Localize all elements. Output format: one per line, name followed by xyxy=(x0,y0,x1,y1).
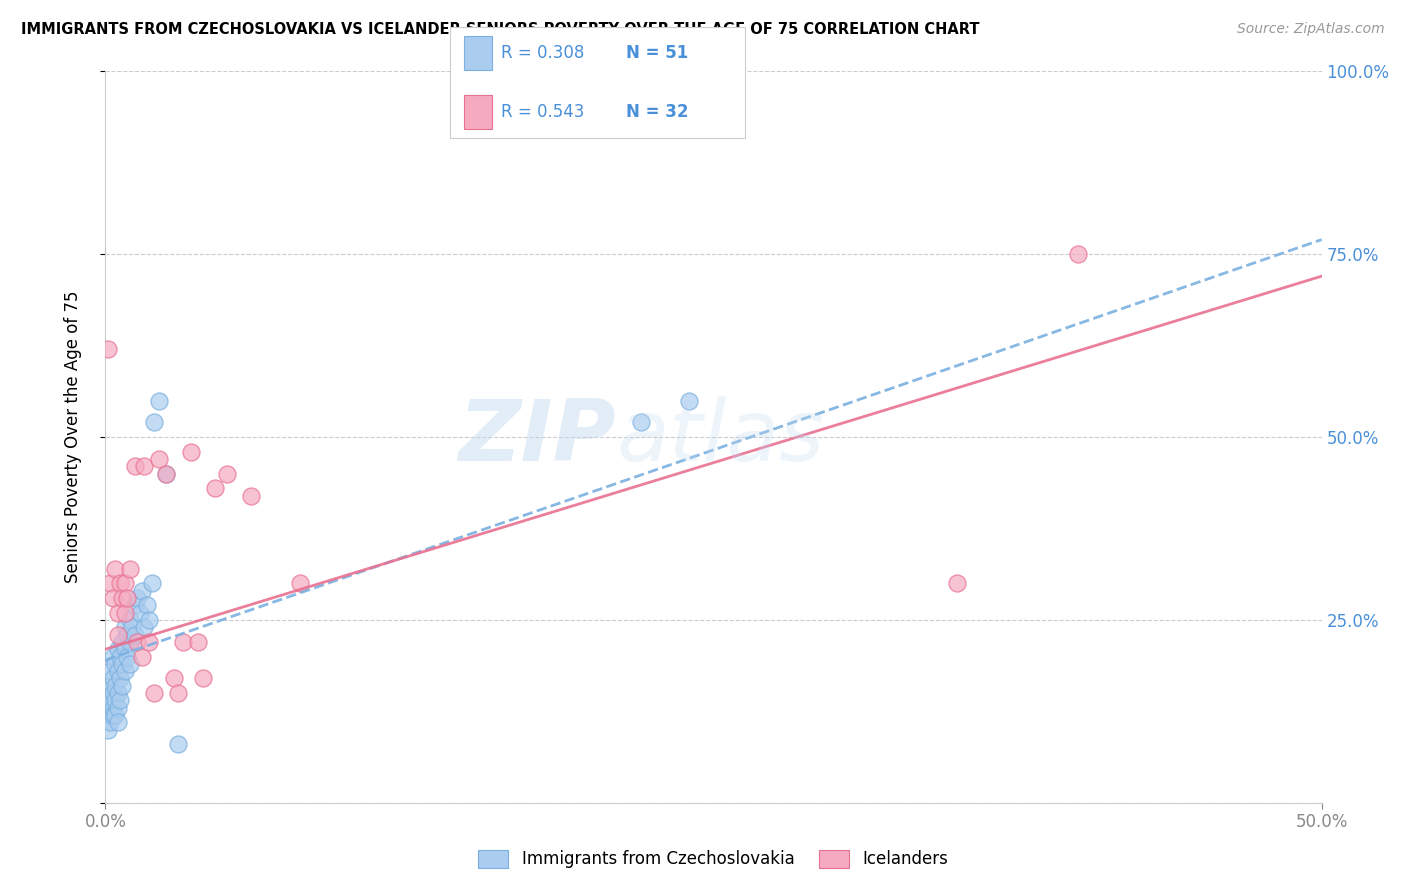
Point xyxy=(111,679,134,693)
Point xyxy=(97,693,120,707)
Point xyxy=(191,672,214,686)
Point xyxy=(108,672,131,686)
Point xyxy=(121,620,143,634)
Point xyxy=(138,613,160,627)
Point xyxy=(155,467,177,481)
Point xyxy=(118,657,141,671)
Point xyxy=(107,686,129,700)
Point xyxy=(131,583,153,598)
Point xyxy=(101,686,124,700)
Point xyxy=(117,649,139,664)
Point xyxy=(630,416,652,430)
Point xyxy=(114,606,136,620)
Point xyxy=(125,591,148,605)
Point xyxy=(107,715,129,730)
Point xyxy=(97,343,120,357)
Point xyxy=(134,620,156,634)
Text: ZIP: ZIP xyxy=(458,395,616,479)
Point xyxy=(98,693,121,707)
Point xyxy=(117,627,139,641)
Point xyxy=(167,686,190,700)
Y-axis label: Seniors Poverty Over the Age of 75: Seniors Poverty Over the Age of 75 xyxy=(63,291,82,583)
Point xyxy=(108,693,131,707)
Point xyxy=(107,642,129,657)
Point xyxy=(240,489,263,503)
Point xyxy=(148,452,170,467)
Point xyxy=(945,576,967,591)
Point xyxy=(162,672,184,686)
Point xyxy=(124,599,146,613)
Point xyxy=(98,576,121,591)
Point xyxy=(118,635,141,649)
Point xyxy=(114,642,136,657)
Point xyxy=(97,708,120,723)
Point xyxy=(111,635,134,649)
Point xyxy=(117,591,139,605)
Point xyxy=(111,657,134,671)
Point xyxy=(187,635,209,649)
Point xyxy=(131,649,153,664)
Point xyxy=(97,723,120,737)
Point xyxy=(143,686,166,700)
Point xyxy=(172,635,194,649)
Point xyxy=(108,649,131,664)
Text: Source: ZipAtlas.com: Source: ZipAtlas.com xyxy=(1237,22,1385,37)
Point xyxy=(114,620,136,634)
Point xyxy=(104,679,127,693)
Point xyxy=(104,708,127,723)
Point xyxy=(204,481,226,495)
Point xyxy=(288,576,311,591)
Point xyxy=(98,715,121,730)
Point xyxy=(107,627,129,641)
Point xyxy=(101,591,124,605)
Point xyxy=(118,562,141,576)
Point xyxy=(678,393,700,408)
Point xyxy=(138,635,160,649)
Point xyxy=(125,635,148,649)
Point xyxy=(141,576,163,591)
Point xyxy=(1067,247,1090,261)
Point xyxy=(101,700,124,714)
Point xyxy=(107,700,129,714)
Point xyxy=(104,693,127,707)
Point xyxy=(143,416,166,430)
Point xyxy=(114,576,136,591)
Point xyxy=(114,664,136,678)
Point xyxy=(124,459,146,474)
Point xyxy=(104,562,127,576)
Point xyxy=(118,613,141,627)
Legend: Immigrants from Czechoslovakia, Icelanders: Immigrants from Czechoslovakia, Icelande… xyxy=(472,843,955,875)
Point xyxy=(98,679,121,693)
Point xyxy=(217,467,239,481)
Text: R = 0.308: R = 0.308 xyxy=(501,44,583,62)
Point xyxy=(107,664,129,678)
Text: IMMIGRANTS FROM CZECHOSLOVAKIA VS ICELANDER SENIORS POVERTY OVER THE AGE OF 75 C: IMMIGRANTS FROM CZECHOSLOVAKIA VS ICELAN… xyxy=(21,22,980,37)
Point xyxy=(98,664,121,678)
Point xyxy=(148,393,170,408)
Point xyxy=(101,672,124,686)
Point xyxy=(101,708,124,723)
Point xyxy=(180,444,202,458)
Point xyxy=(155,467,177,481)
Point xyxy=(134,459,156,474)
Point xyxy=(104,657,127,671)
Text: N = 51: N = 51 xyxy=(626,44,688,62)
Point xyxy=(107,606,129,620)
Point xyxy=(111,591,134,605)
Text: R = 0.543: R = 0.543 xyxy=(501,103,583,121)
Point xyxy=(101,649,124,664)
Text: N = 32: N = 32 xyxy=(626,103,688,121)
Point xyxy=(108,576,131,591)
Point xyxy=(128,606,150,620)
Text: atlas: atlas xyxy=(616,395,824,479)
Point xyxy=(124,627,146,641)
Point xyxy=(167,737,190,751)
Point xyxy=(135,599,157,613)
